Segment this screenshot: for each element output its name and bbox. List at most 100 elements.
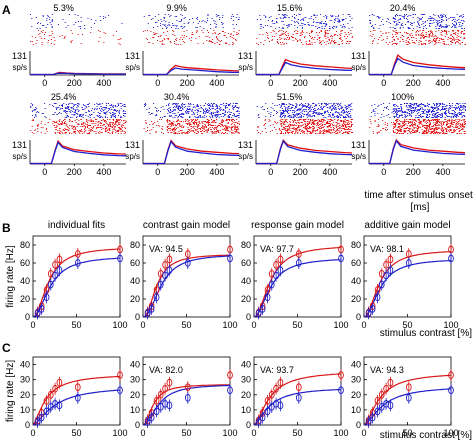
spike [223,133,224,134]
spike [44,38,45,39]
spike [333,125,335,126]
spike [103,42,105,43]
spike [411,124,413,125]
spike [438,16,440,17]
spike [429,104,430,105]
spike [191,32,193,33]
spike [295,129,297,130]
spike [78,110,80,111]
spike [341,41,343,42]
spike [453,127,455,128]
spike [119,44,121,45]
spike [174,43,176,44]
spike [195,129,197,130]
spike [145,122,147,123]
spike [448,123,450,124]
spike [97,125,99,126]
spike [111,133,113,134]
spike [87,127,88,128]
spike [463,34,465,35]
spike [374,121,376,122]
spike [38,34,40,35]
spike [207,130,209,131]
spike [460,15,462,16]
spike [406,38,408,39]
spike [334,119,336,120]
spike [445,112,447,113]
spike [414,109,416,110]
spike [328,30,330,31]
spike [196,104,198,105]
spike [315,105,316,106]
spike [70,41,72,42]
spike [265,17,267,18]
spike [394,116,396,117]
spike [35,17,37,18]
spike [303,105,305,106]
spike [222,122,223,123]
spike [422,109,424,110]
spike [458,131,460,132]
spike [456,114,458,115]
spike [64,110,66,111]
spike [70,112,72,113]
spike [425,105,427,106]
spike [306,125,308,126]
spike [155,22,156,23]
spike [205,109,207,110]
spike [429,42,431,43]
spike [216,112,218,113]
spike [197,106,199,107]
spike [345,114,347,115]
spike [185,120,187,121]
raster [30,14,123,45]
spike [429,116,431,117]
spike [97,127,99,128]
spike [274,121,276,122]
spike [213,133,215,134]
spike [152,127,154,128]
spike [411,37,412,38]
spike [433,131,435,132]
spike [302,18,304,19]
spike [423,28,424,29]
spike [345,124,347,125]
spike [190,119,192,120]
spike [267,37,268,38]
spike [97,121,99,122]
spike [398,131,400,132]
spike [348,105,350,106]
spike [312,19,314,20]
spike [433,14,435,15]
spike [280,112,282,113]
spike [194,119,196,120]
spike [183,104,185,105]
spike [293,21,295,22]
spike [347,114,349,115]
spike [198,116,200,117]
spike [200,117,202,118]
spike [100,20,102,21]
spike [258,114,260,115]
spike [386,123,388,124]
spike [414,122,415,123]
spike [453,120,455,121]
spike [199,111,201,112]
spike [333,128,335,129]
spike [149,133,151,134]
spike [418,31,420,32]
spike [430,23,431,24]
spike [101,108,103,109]
spike [236,131,238,132]
spike [79,115,81,116]
spike [305,103,307,104]
spike [294,38,296,39]
spike [331,40,333,41]
spike [206,112,208,113]
spike [40,132,42,133]
spike [448,111,450,112]
spike [98,104,100,105]
spike [303,24,305,25]
spike [224,32,226,33]
spike [185,112,187,113]
